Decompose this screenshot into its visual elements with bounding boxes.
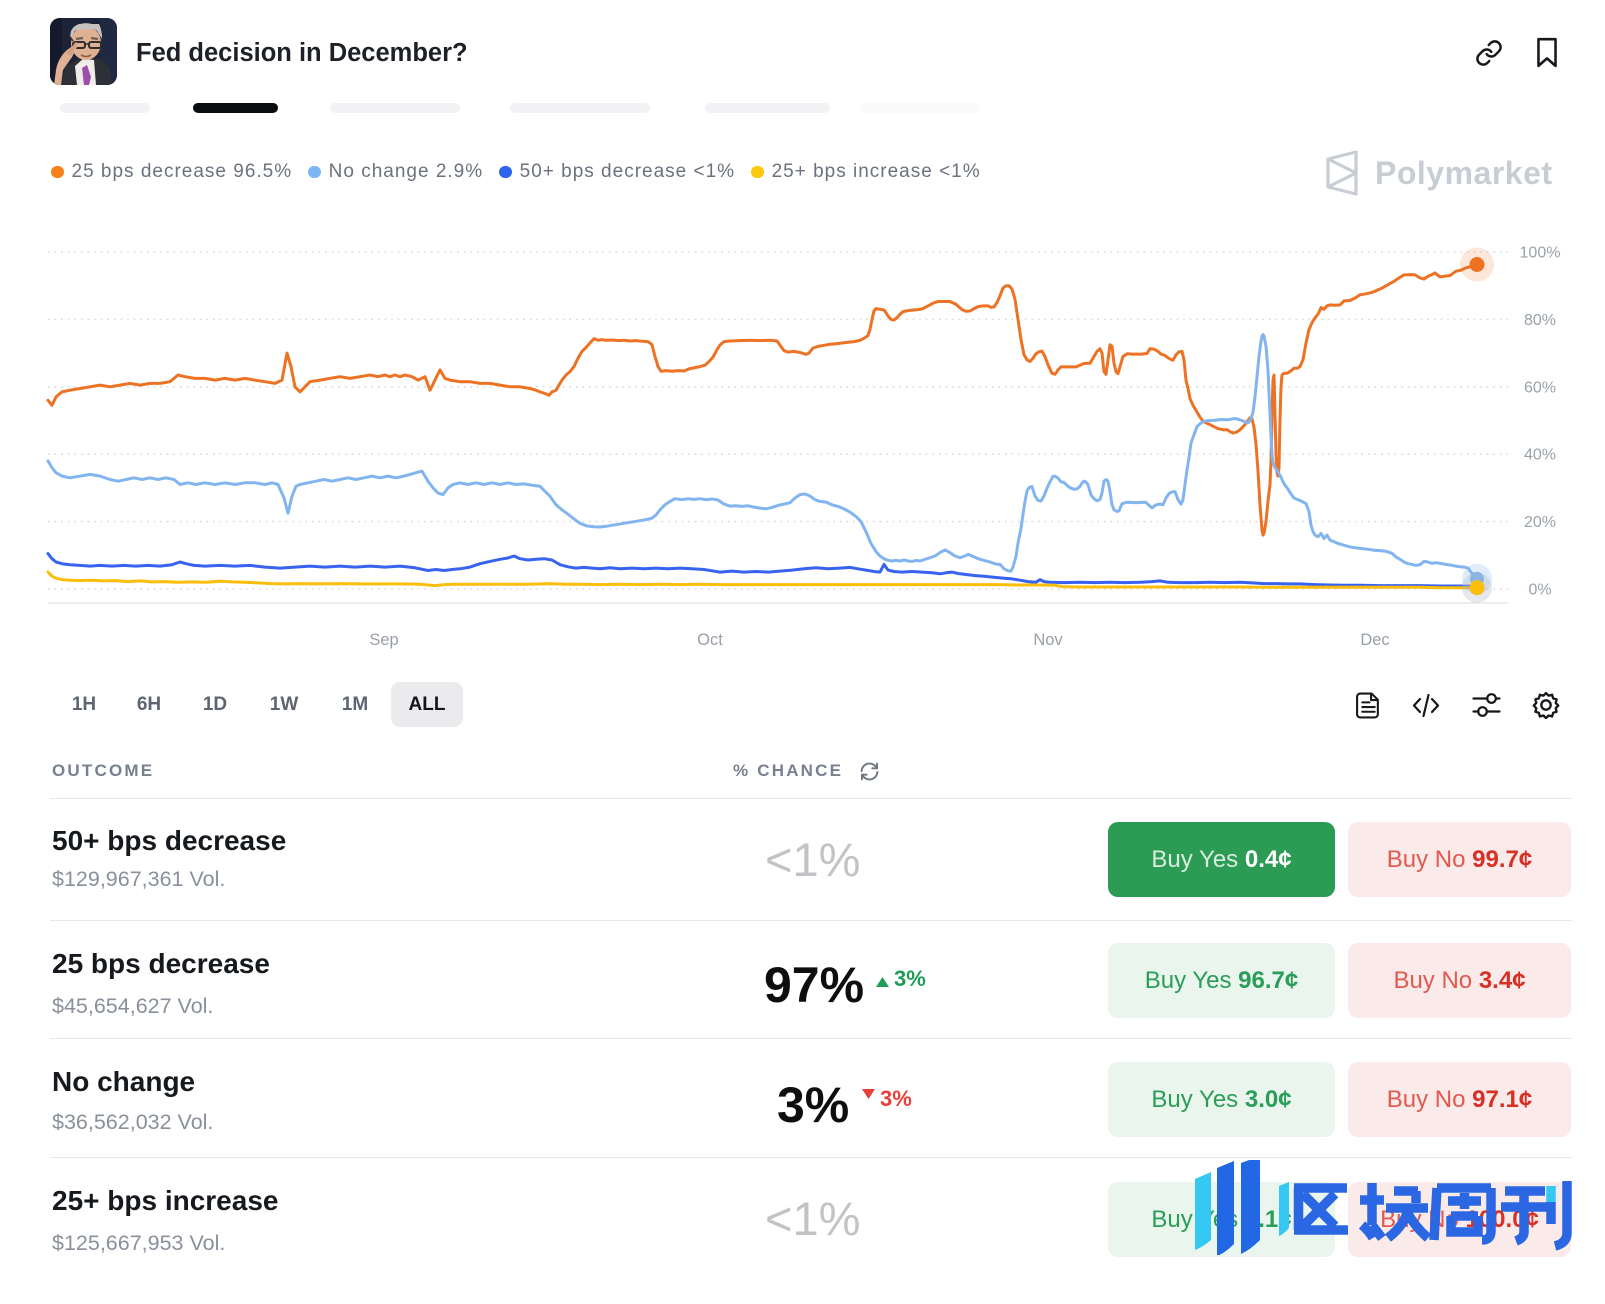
svg-text:60%: 60% — [1524, 379, 1556, 396]
svg-text:Sep: Sep — [369, 631, 398, 649]
svg-text:Polymarket: Polymarket — [1375, 155, 1553, 191]
svg-text:80%: 80% — [1524, 312, 1556, 329]
svg-text:20%: 20% — [1524, 514, 1556, 531]
svg-text:0%: 0% — [1528, 582, 1551, 599]
svg-text:Dec: Dec — [1360, 631, 1389, 649]
svg-text:Oct: Oct — [697, 631, 723, 649]
svg-text:Nov: Nov — [1033, 631, 1063, 649]
svg-text:40%: 40% — [1524, 447, 1556, 464]
svg-text:100%: 100% — [1520, 245, 1561, 262]
